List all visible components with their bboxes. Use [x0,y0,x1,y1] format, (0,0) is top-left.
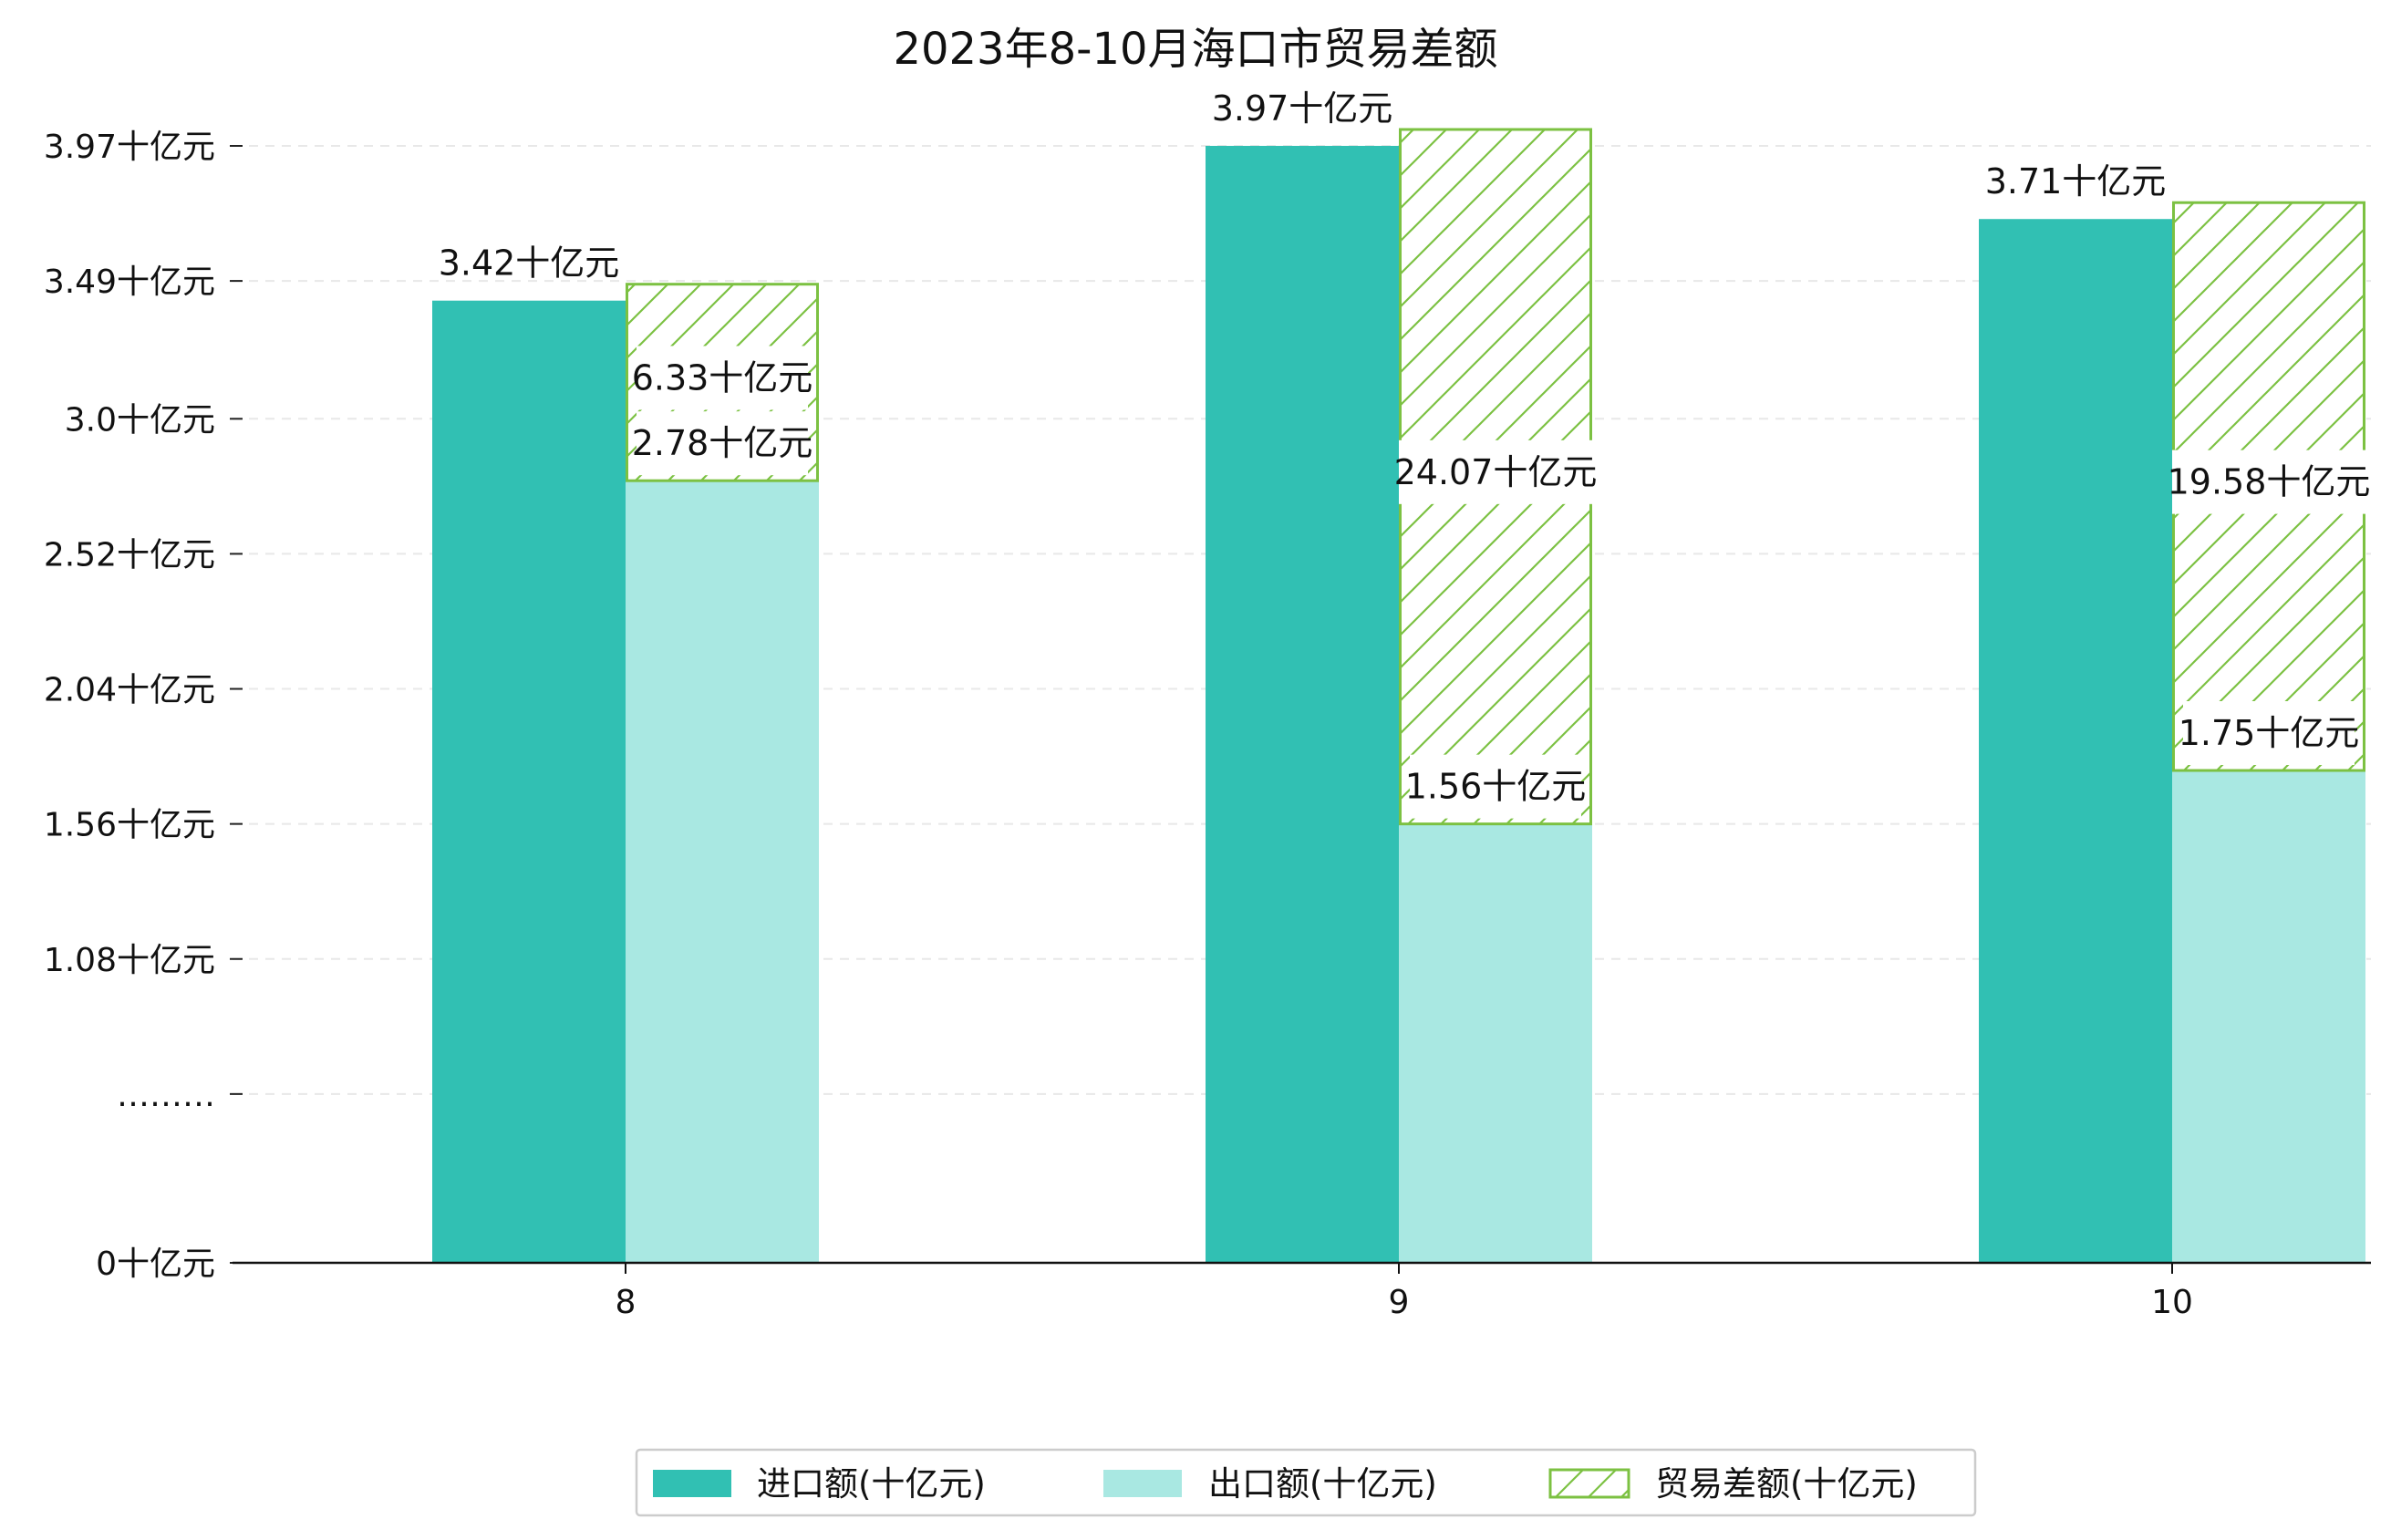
data-label: 1.56十亿元 [1405,767,1587,807]
y-tick-label: 2.52十亿元 [44,536,215,574]
data-label: 24.07十亿元 [1394,452,1598,492]
legend-item-import: 进口额(十亿元) [653,1464,986,1504]
legend-label: 进口额(十亿元) [757,1464,986,1504]
data-label-box [1410,754,1581,819]
x-tick-label: 9 [1389,1284,1410,1321]
data-label-box [637,346,808,410]
y-tick-label: 3.0十亿元 [65,401,215,439]
data-label: 1.75十亿元 [2179,713,2360,753]
legend-swatch [1103,1470,1182,1497]
legend-swatch [653,1470,731,1497]
labels-layer: 3.42十亿元 2.78十亿元 6.33十亿元 3.97十亿元 1.56十亿元 24.07… [439,88,2371,819]
x-tick-label: 8 [616,1284,637,1321]
data-label-box [1399,439,1592,504]
bars-layer [432,128,2365,1264]
legend: 进口额(十亿元) 出口额(十亿元) 贸易差额(十亿元) [635,1448,1977,1517]
y-tick-label: 2.04十亿元 [44,672,215,709]
bar-export [626,481,819,1263]
data-label: 2.78十亿元 [632,423,813,463]
data-label-box [2172,450,2365,514]
legend-item-export: 出口额(十亿元) [1103,1464,1437,1504]
bar-import [1206,146,1399,1263]
data-label-box [637,411,808,476]
x-tick-label: 10 [2151,1284,2193,1321]
legend-box [635,1448,1977,1517]
data-label: 19.58十亿元 [2168,462,2371,502]
legend-label: 出口额(十亿元) [1208,1464,1437,1504]
y-tick-label: 1.56十亿元 [44,807,215,844]
chart-title: 2023年8-10月海口市贸易差额 [893,24,1497,75]
bar-import [432,300,626,1263]
y-tick-label: 1.08十亿元 [44,942,215,979]
data-label: 3.42十亿元 [439,243,620,284]
y-tick-label: 3.97十亿元 [44,129,215,166]
data-label-box [2183,701,2355,766]
data-label: 3.97十亿元 [1212,88,1393,129]
y-tick-label: 3.49十亿元 [44,264,215,301]
legend-item-balance: 贸易差额(十亿元) [1548,1464,1918,1504]
axes-layer: 0十亿元 ……… 1.08十亿元 1.56十亿元 2.04十亿元 2.52十亿元 3.0十亿… [44,129,2371,1321]
bar-export [2172,770,2365,1263]
data-label: 3.71十亿元 [1985,161,2167,202]
y-tick-label: ……… [117,1077,215,1114]
y-tick-label: 0十亿元 [96,1245,215,1283]
legend-label: 贸易差额(十亿元) [1655,1464,1918,1504]
legend-swatch [1548,1468,1630,1499]
bar-export [1399,823,1592,1263]
data-label: 6.33十亿元 [632,357,813,398]
bar-import [1979,219,2172,1264]
